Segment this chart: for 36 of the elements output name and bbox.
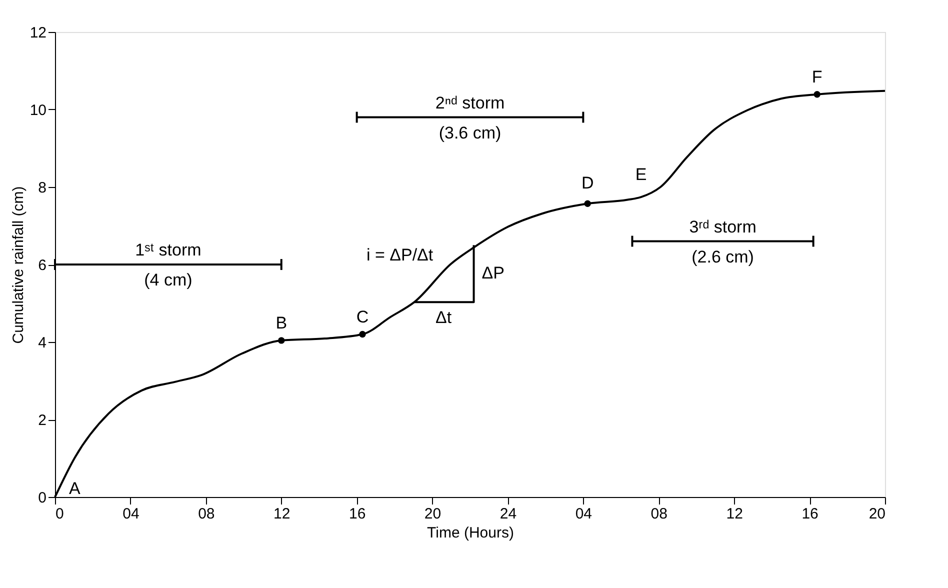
x-tick-label: 20 (424, 506, 442, 522)
annotation: Δt (436, 308, 452, 328)
x-tick-label: 12 (726, 506, 743, 522)
annotation: i = ΔP/Δt (366, 246, 434, 265)
x-tick-label: 12 (274, 506, 290, 522)
annotation: ΔP (482, 263, 504, 282)
x-tick-label: 16 (348, 506, 366, 522)
y-axis-title: Cumulative rainfall (cm) (10, 186, 27, 344)
x-tick-label: 24 (500, 506, 517, 522)
annotation: C (356, 307, 369, 326)
annotation: 3ʳᵈ storm (689, 217, 756, 236)
x-tick-label: 08 (198, 506, 215, 522)
annotation: D (581, 174, 594, 193)
annotation: A (69, 479, 81, 498)
x-tick-label: 0 (56, 506, 64, 522)
y-tick-label: 6 (38, 257, 46, 274)
y-tick-label: 10 (30, 102, 46, 119)
annotation: 1ˢᵗ storm (135, 240, 202, 260)
annotation: F (812, 67, 822, 86)
y-tick-label: 0 (38, 490, 46, 506)
annotation: (4 cm) (144, 270, 192, 290)
x-tick-label: 20 (868, 506, 886, 522)
annotation: (2.6 cm) (692, 247, 754, 266)
y-tick-label: 2 (38, 412, 46, 429)
x-tick-label: 16 (802, 506, 818, 522)
annotation: B (276, 313, 288, 332)
x-axis-title: Time (Hours) (427, 524, 514, 542)
annotation: 2ⁿᵈ storm (435, 93, 505, 112)
x-tick-label: 04 (575, 506, 592, 522)
y-tick-label: 8 (38, 180, 46, 196)
y-tick-label: 12 (30, 24, 46, 42)
annotation: (3.6 cm) (438, 123, 502, 142)
x-tick-label: 08 (650, 506, 668, 522)
y-tick-label: 4 (38, 334, 46, 352)
annotation: E (635, 165, 647, 184)
x-tick-label: 04 (122, 506, 140, 522)
